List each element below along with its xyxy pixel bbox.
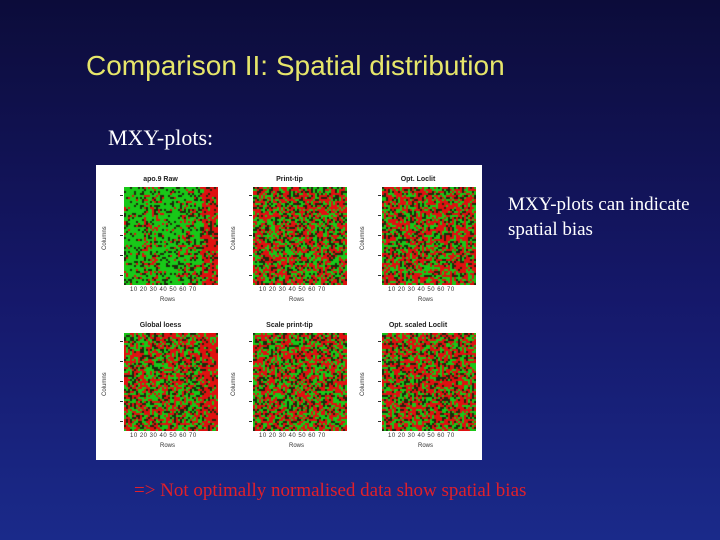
- panel-xticks: 10 20 30 40 50 60 70: [130, 287, 197, 293]
- panel-xlabel: Rows: [289, 443, 305, 449]
- y-axis-tick: [378, 421, 381, 422]
- y-axis-tick: [120, 275, 123, 276]
- y-axis-tick: [249, 341, 252, 342]
- panel-xticks: 10 20 30 40 50 60 70: [388, 433, 455, 439]
- y-axis-tick: [120, 195, 123, 196]
- y-axis-tick: [378, 255, 381, 256]
- mxy-plot-panel: apo.9 Raw Columns 10 20 30 40 50 60 70 R…: [96, 165, 225, 312]
- y-axis-tick: [120, 381, 123, 382]
- panel-xticks: 10 20 30 40 50 60 70: [130, 433, 197, 439]
- y-axis-tick: [378, 235, 381, 236]
- mxy-heatmap: [382, 333, 476, 431]
- panel-xlabel: Rows: [160, 297, 176, 303]
- panel-xticks: 10 20 30 40 50 60 70: [259, 287, 326, 293]
- y-axis-tick: [120, 401, 123, 402]
- panel-xticks: 10 20 30 40 50 60 70: [259, 433, 326, 439]
- y-axis-tick: [378, 361, 381, 362]
- panel-xlabel: Rows: [418, 443, 434, 449]
- mxy-plot-panel: Scale print-tip Columns 10 20 30 40 50 6…: [225, 312, 354, 460]
- panel-ylabel: Columns: [360, 372, 366, 396]
- y-axis-tick: [249, 195, 252, 196]
- panel-title: Print-tip: [276, 176, 303, 183]
- panel-ylabel: Columns: [231, 372, 237, 396]
- mxy-plot-panel: Opt. scaled Loclit Columns 10 20 30 40 5…: [354, 312, 482, 460]
- slide-title: Comparison II: Spatial distribution: [86, 50, 505, 81]
- mxy-heatmap: [124, 187, 218, 285]
- mxy-heatmap: [124, 333, 218, 431]
- y-axis-tick: [120, 255, 123, 256]
- y-axis-tick: [249, 421, 252, 422]
- y-axis-tick: [249, 255, 252, 256]
- panel-xticks: 10 20 30 40 50 60 70: [388, 287, 455, 293]
- y-axis-tick: [249, 235, 252, 236]
- y-axis-tick: [249, 361, 252, 362]
- panel-ylabel: Columns: [102, 226, 108, 250]
- y-axis-tick: [378, 401, 381, 402]
- panel-title: apo.9 Raw: [143, 176, 178, 183]
- panel-xlabel: Rows: [418, 297, 434, 303]
- y-axis-tick: [249, 215, 252, 216]
- y-axis-tick: [249, 381, 252, 382]
- mxy-plot-panel: Opt. Loclit Columns 10 20 30 40 50 60 70…: [354, 165, 482, 312]
- panel-title: Opt. scaled Loclit: [388, 322, 448, 329]
- panel-ylabel: Columns: [231, 226, 237, 250]
- y-axis-tick: [120, 215, 123, 216]
- mxy-plots-figure: apo.9 Raw Columns 10 20 30 40 50 60 70 R…: [96, 165, 482, 460]
- slide-subtitle: MXY-plots:: [108, 125, 214, 150]
- y-axis-tick: [120, 235, 123, 236]
- side-note: MXY-plots can indicate spatial bias: [508, 194, 690, 240]
- y-axis-tick: [120, 341, 123, 342]
- panel-xlabel: Rows: [289, 297, 305, 303]
- y-axis-tick: [378, 341, 381, 342]
- mxy-plot-panel: Print-tip Columns 10 20 30 40 50 60 70 R…: [225, 165, 354, 312]
- y-axis-tick: [120, 421, 123, 422]
- mxy-plot-panel: Global loess Columns 10 20 30 40 50 60 7…: [96, 312, 225, 460]
- panel-title: Global loess: [139, 322, 182, 329]
- y-axis-tick: [378, 275, 381, 276]
- panel-title: Opt. Loclit: [400, 176, 436, 183]
- panel-title: Scale print-tip: [266, 322, 313, 329]
- y-axis-tick: [378, 381, 381, 382]
- panel-ylabel: Columns: [360, 226, 366, 250]
- y-axis-tick: [249, 401, 252, 402]
- panel-ylabel: Columns: [102, 372, 108, 396]
- mxy-heatmap: [253, 333, 347, 431]
- y-axis-tick: [378, 215, 381, 216]
- conclusion-text: => Not optimally normalised data show sp…: [134, 480, 527, 501]
- y-axis-tick: [249, 275, 252, 276]
- mxy-heatmap: [382, 187, 476, 285]
- y-axis-tick: [120, 361, 123, 362]
- panel-xlabel: Rows: [160, 443, 176, 449]
- y-axis-tick: [378, 195, 381, 196]
- mxy-heatmap: [253, 187, 347, 285]
